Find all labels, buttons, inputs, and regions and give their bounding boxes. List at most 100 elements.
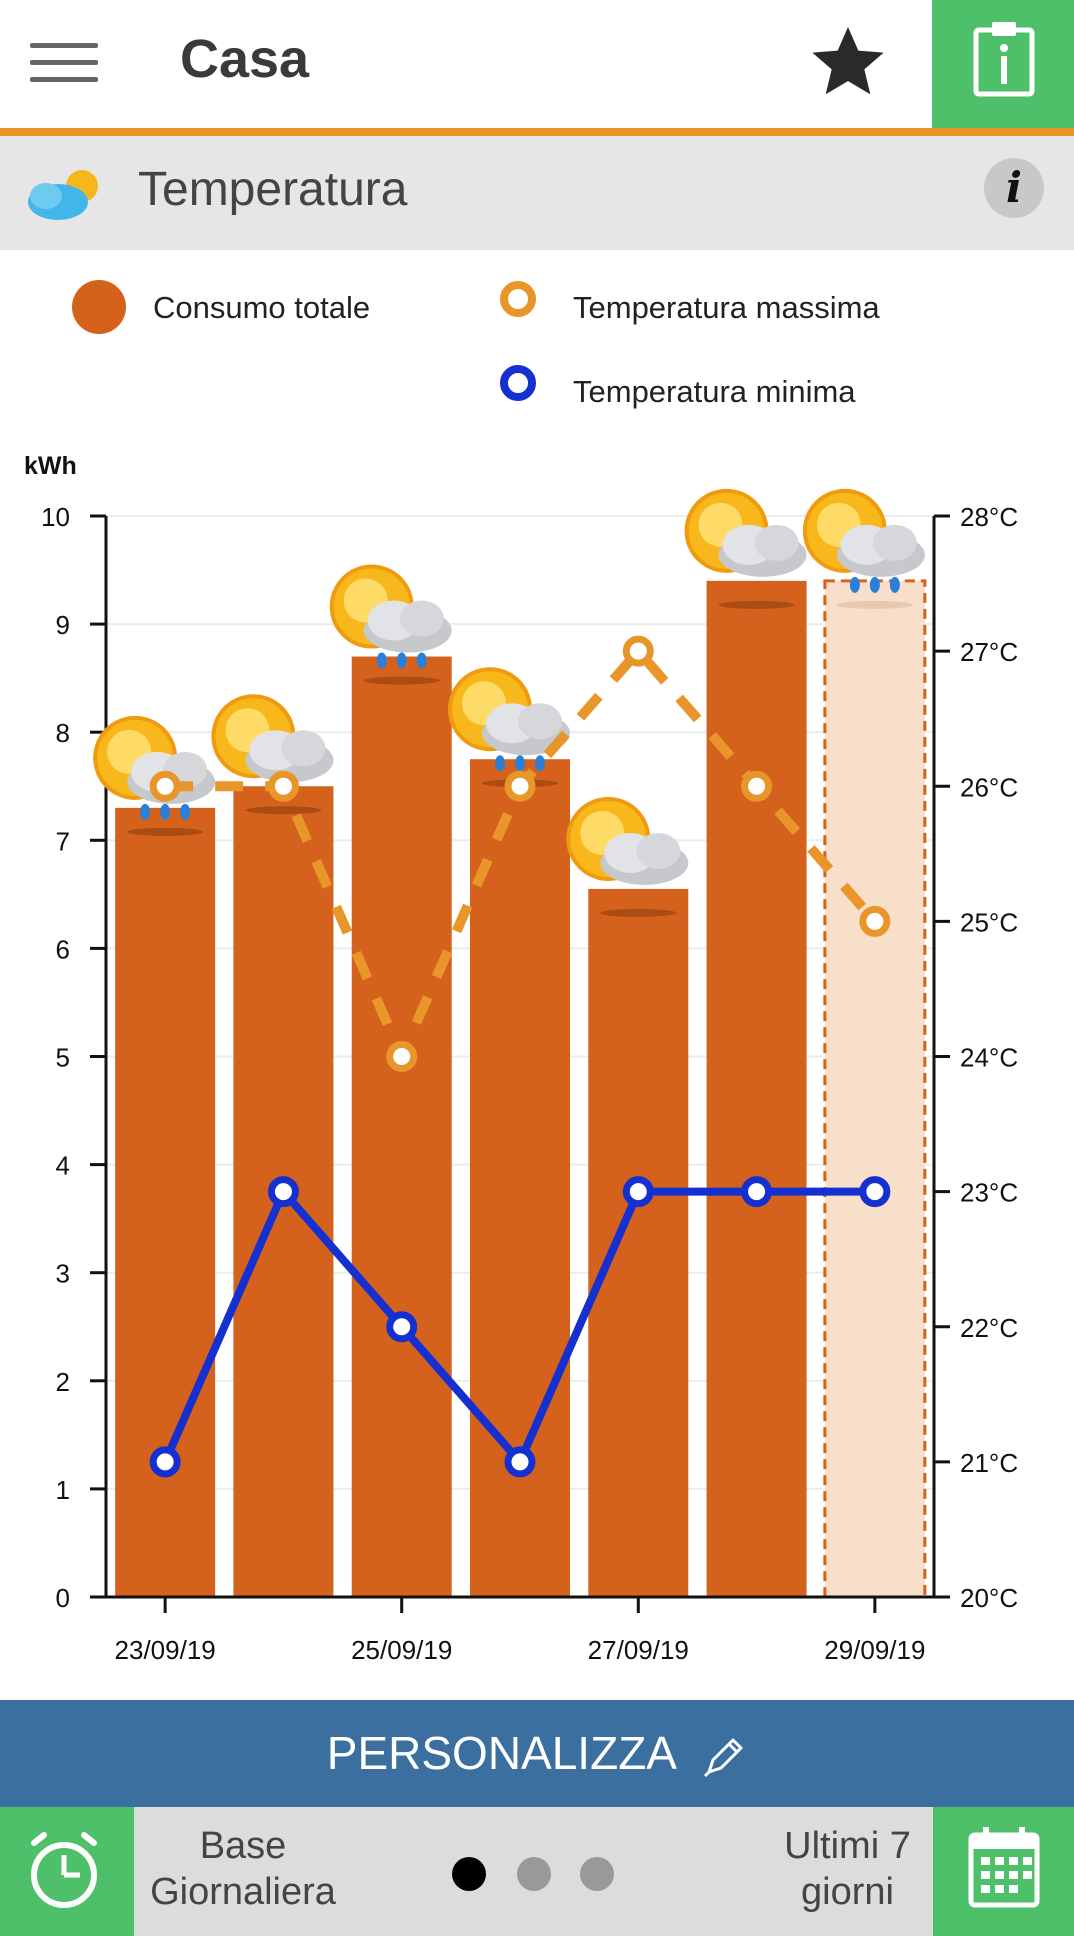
- cloud-shape: [399, 600, 444, 637]
- y2-tick-label: 22°C: [960, 1313, 1018, 1343]
- weather-icon-sun-cloud: [566, 796, 689, 885]
- page-dot-1[interactable]: [452, 1857, 486, 1891]
- bar-shadow: [245, 806, 322, 815]
- header-divider: [0, 128, 1074, 136]
- tmin-point: [859, 1176, 891, 1208]
- consumption-temperature-chart: kWh 0 1 2 3 4 5 6 7 8 9 10 20°C 21°C 22°C 23°C 24°C 25°C 2…: [24, 452, 1018, 1665]
- rain-drop: [515, 755, 525, 772]
- weather-icon-sun-cloud-rain: [448, 667, 570, 772]
- y-axis-label: kWh: [24, 452, 77, 480]
- bar: [588, 888, 689, 1597]
- page-indicator: [452, 1857, 632, 1893]
- tmin-point: [149, 1446, 181, 1478]
- rain-drop: [889, 576, 900, 593]
- y-tick-label: 1: [56, 1475, 70, 1505]
- range-selector[interactable]: Ultimi 7 giorni: [730, 1823, 965, 1915]
- bar-shadow: [718, 600, 795, 609]
- y2-tick-label: 25°C: [960, 907, 1018, 937]
- tmax-point: [267, 770, 299, 802]
- x-tick-label: 23/09/19: [115, 1635, 216, 1665]
- x-tick-label: 25/09/19: [351, 1635, 452, 1665]
- legend-consumo-label: Consumo totale: [153, 290, 371, 325]
- tmax-point: [504, 770, 536, 802]
- clipboard-info-icon: [973, 22, 1035, 97]
- rain-drop: [396, 652, 407, 669]
- bar: [706, 580, 807, 1597]
- page-dot-3[interactable]: [580, 1857, 614, 1891]
- cloud-shape: [281, 730, 326, 767]
- clipboard-button[interactable]: [932, 0, 1074, 128]
- x-tick-label: 27/09/19: [588, 1635, 689, 1665]
- y-tick-label: 0: [56, 1583, 70, 1613]
- weather-icon-sun-cloud-rain: [329, 564, 452, 669]
- y2-tick-label: 20°C: [960, 1583, 1018, 1613]
- section-title: Temperatura: [138, 163, 408, 216]
- rain-drop: [376, 652, 387, 669]
- y-tick-label: 2: [56, 1367, 70, 1397]
- y-tick-label: 10: [41, 502, 70, 532]
- y-tick-label: 7: [56, 826, 70, 856]
- star-icon[interactable]: [808, 22, 888, 102]
- y-tick-label: 3: [56, 1259, 70, 1289]
- bar-shadow: [836, 600, 913, 609]
- y-tick-label: 4: [56, 1151, 70, 1181]
- rain-drop: [180, 803, 191, 820]
- bar: [115, 807, 216, 1597]
- cloud-shape: [872, 524, 917, 561]
- rain-drop: [535, 755, 545, 772]
- weather-cloud-sun-icon: [28, 170, 98, 220]
- tmin-point: [504, 1446, 536, 1478]
- legend-tmin-marker: [500, 365, 536, 401]
- weather-icon-sun-cloud: [211, 694, 334, 783]
- legend-tmax-label: Temperatura massima: [573, 290, 880, 325]
- tmax-point: [386, 1041, 418, 1072]
- bottom-bar: Base Giornaliera Ultimi 7 giorni: [0, 1807, 1074, 1936]
- rain-drop: [495, 755, 505, 772]
- hamburger-menu-icon[interactable]: [30, 40, 100, 86]
- y2-tick-label: 21°C: [960, 1448, 1018, 1478]
- app-header: Casa: [0, 0, 1074, 128]
- tmin-point: [622, 1176, 654, 1208]
- personalizza-label: PERSONALIZZA: [326, 1727, 675, 1779]
- base-line1: Base: [199, 1825, 287, 1867]
- base-selector[interactable]: Base Giornaliera: [138, 1823, 348, 1915]
- legend-tmax-marker: [500, 281, 536, 317]
- calendar-icon: [968, 1827, 1040, 1908]
- cloud-shape: [636, 832, 681, 869]
- y2-tick-label: 23°C: [960, 1178, 1018, 1208]
- range-line1: Ultimi 7: [784, 1825, 911, 1867]
- y-tick-label: 5: [56, 1043, 70, 1073]
- bar-shadow: [127, 827, 204, 836]
- rain-drop: [849, 576, 860, 593]
- bar-shadow: [363, 676, 440, 685]
- page-title: Casa: [180, 29, 310, 89]
- tmax-point: [622, 635, 654, 667]
- bar: [351, 656, 452, 1597]
- y-tick-label: 9: [56, 610, 70, 640]
- tmax-point: [859, 905, 891, 937]
- bar-shadow: [600, 908, 677, 917]
- y2-tick-label: 27°C: [960, 637, 1018, 667]
- calendar-button[interactable]: [933, 1807, 1074, 1936]
- cloud-shape: [518, 703, 562, 740]
- rain-drop: [416, 652, 427, 669]
- info-button[interactable]: i: [984, 158, 1044, 218]
- alarm-button[interactable]: [0, 1807, 134, 1936]
- base-line2: Giornaliera: [150, 1871, 336, 1913]
- y-tick-label: 8: [56, 718, 70, 748]
- y2-tick-label: 24°C: [960, 1043, 1018, 1073]
- page-dot-2[interactable]: [517, 1857, 551, 1891]
- personalizza-button[interactable]: PERSONALIZZA: [0, 1700, 1074, 1807]
- rain-drop: [140, 803, 151, 820]
- tmin-point: [386, 1311, 418, 1343]
- x-tick-label: 29/09/19: [824, 1635, 925, 1665]
- cloud-shape: [754, 524, 799, 561]
- weather-icon-sun-cloud: [684, 488, 807, 577]
- y2-tick-label: 26°C: [960, 772, 1018, 802]
- y2-tick-label: 28°C: [960, 502, 1018, 532]
- range-line2: giorni: [801, 1871, 894, 1913]
- y-tick-label: 6: [56, 934, 70, 964]
- tmin-point: [267, 1176, 299, 1208]
- legend-tmin-label: Temperatura minima: [573, 374, 856, 409]
- bar: [823, 579, 927, 1599]
